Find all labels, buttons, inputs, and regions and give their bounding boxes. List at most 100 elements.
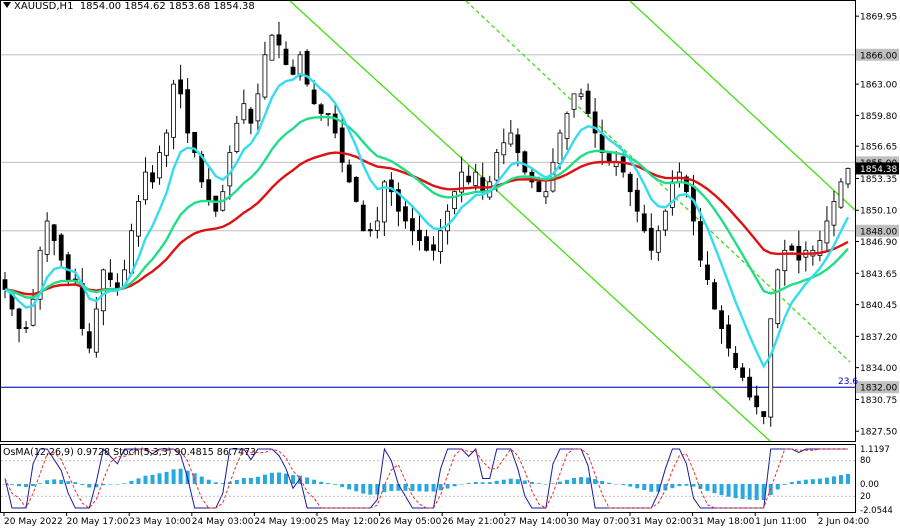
time-tick-label: 31 May 02:00: [630, 517, 692, 527]
osma-bar: [10, 484, 15, 485]
channel-line: [465, 0, 851, 363]
candle-body: [157, 152, 162, 179]
osma-bar: [600, 481, 605, 484]
chart-header: XAUUSD,H1 1854.00 1854.62 1853.68 1854.3…: [3, 1, 255, 12]
price-tick-label: 1869.95: [860, 13, 897, 23]
osma-bar: [178, 468, 183, 484]
candle-body: [283, 48, 289, 65]
candle-body: [262, 54, 268, 98]
osma-bar: [143, 475, 148, 484]
osma-bar: [438, 484, 443, 491]
candle-body: [410, 218, 415, 232]
osma-bar: [213, 482, 218, 484]
osma-bar: [340, 484, 345, 488]
osc-tick-label: 20: [860, 492, 871, 502]
osma-bar: [361, 484, 366, 494]
osma-bar: [810, 479, 815, 484]
osma-bar: [817, 478, 822, 484]
osma-bar: [642, 484, 647, 491]
dropdown-triangle-icon[interactable]: [3, 2, 11, 8]
osma-bar: [284, 473, 288, 484]
candle-body: [480, 177, 486, 193]
osma-bar: [529, 481, 534, 484]
osma-bar: [368, 484, 373, 495]
candle-body: [719, 310, 724, 329]
price-tick-label: 1840.45: [860, 301, 897, 311]
candle-body: [522, 151, 528, 173]
osma-bar: [291, 475, 296, 484]
osma-bar: [94, 484, 99, 488]
candle-body: [374, 220, 380, 231]
osma-bar: [473, 482, 478, 484]
candle-body: [536, 181, 542, 193]
osma-bar: [494, 480, 499, 484]
osma-bar: [73, 482, 78, 484]
candle-body: [508, 132, 514, 145]
candle-body: [44, 220, 50, 255]
candle-body: [698, 221, 703, 261]
candle-body: [339, 127, 345, 163]
price-level-box: [856, 381, 899, 394]
price-tick-label: 1827.50: [860, 428, 897, 438]
osma-bar: [31, 484, 36, 487]
candle-body: [494, 152, 500, 181]
time-tick-label: 24 May 19:00: [254, 517, 316, 527]
osma-bar: [712, 484, 717, 494]
price-tick-label: 1830.75: [860, 396, 897, 406]
osma-bar: [508, 478, 513, 484]
candle-body: [655, 230, 661, 253]
osma-bar: [838, 475, 843, 484]
osma-bar: [565, 479, 569, 484]
osma-bar: [628, 484, 633, 487]
osma-bar: [80, 484, 85, 485]
osma-bar: [192, 473, 197, 484]
candle-body: [37, 249, 43, 300]
candle-body: [571, 93, 577, 110]
candle-body: [388, 179, 394, 193]
osma-bar: [459, 484, 464, 485]
candle-body: [817, 240, 823, 256]
osma-bar: [557, 481, 562, 484]
osma-bar: [754, 484, 759, 500]
osma-bar: [262, 474, 267, 484]
candle-body: [367, 229, 373, 232]
osma-bar: [424, 484, 429, 492]
candle-body: [747, 376, 753, 398]
osma-bar: [375, 484, 380, 495]
osma-bar: [66, 481, 71, 484]
price-tick-label: 1850.10: [860, 207, 897, 217]
osma-bar: [101, 484, 106, 486]
oscillator-header: OsMA(12,26,9) 0.9728 Stoch(5,3,3) 90.481…: [3, 447, 257, 458]
candle-body: [360, 204, 366, 232]
candle-body: [51, 224, 57, 241]
candle-body: [473, 171, 479, 186]
osma-bar: [326, 483, 331, 484]
time-tick-label: 31 May 18:00: [693, 517, 755, 527]
candle-body: [79, 283, 85, 329]
candle-body: [16, 308, 22, 329]
candle-body: [255, 93, 261, 122]
osma-bar: [719, 484, 724, 496]
candle-body: [564, 113, 570, 139]
osma-bar: [501, 479, 506, 484]
candle-body: [634, 189, 640, 212]
candle-body: [578, 93, 584, 97]
time-tick-label: 20 May 17:00: [67, 517, 129, 527]
candle-body: [318, 104, 324, 114]
osma-bar: [248, 477, 253, 484]
candle-body: [424, 236, 429, 251]
osma-bar: [354, 484, 359, 492]
candle-body: [585, 90, 591, 114]
candle-body: [23, 327, 29, 329]
candle-body: [65, 254, 71, 281]
candle-body: [381, 181, 387, 223]
stoch-signal-line: [4, 448, 848, 509]
price-tick-label: 1846.90: [860, 238, 897, 248]
candle-body: [276, 34, 282, 46]
time-tick-label: 23 May 10:00: [129, 517, 191, 527]
osma-bar: [164, 471, 169, 484]
candle-body: [192, 131, 198, 153]
candle-body: [311, 89, 317, 105]
osma-bar: [396, 484, 401, 491]
